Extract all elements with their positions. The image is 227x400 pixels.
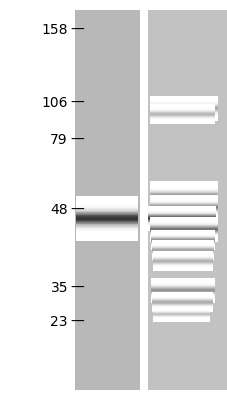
Text: —: — [70,315,83,329]
Bar [139,10,147,390]
Text: —: — [70,133,83,147]
Text: 158: 158 [41,23,68,37]
Text: 106: 106 [41,96,68,110]
Text: —: — [70,23,83,37]
Text: 48: 48 [50,203,68,217]
Text: 79: 79 [50,133,68,147]
Text: —: — [70,203,83,217]
Text: —: — [70,281,83,295]
Text: 23: 23 [50,315,68,329]
Text: 35: 35 [50,281,68,295]
Bar [75,10,139,390]
Bar [147,10,227,390]
Text: —: — [70,96,83,110]
